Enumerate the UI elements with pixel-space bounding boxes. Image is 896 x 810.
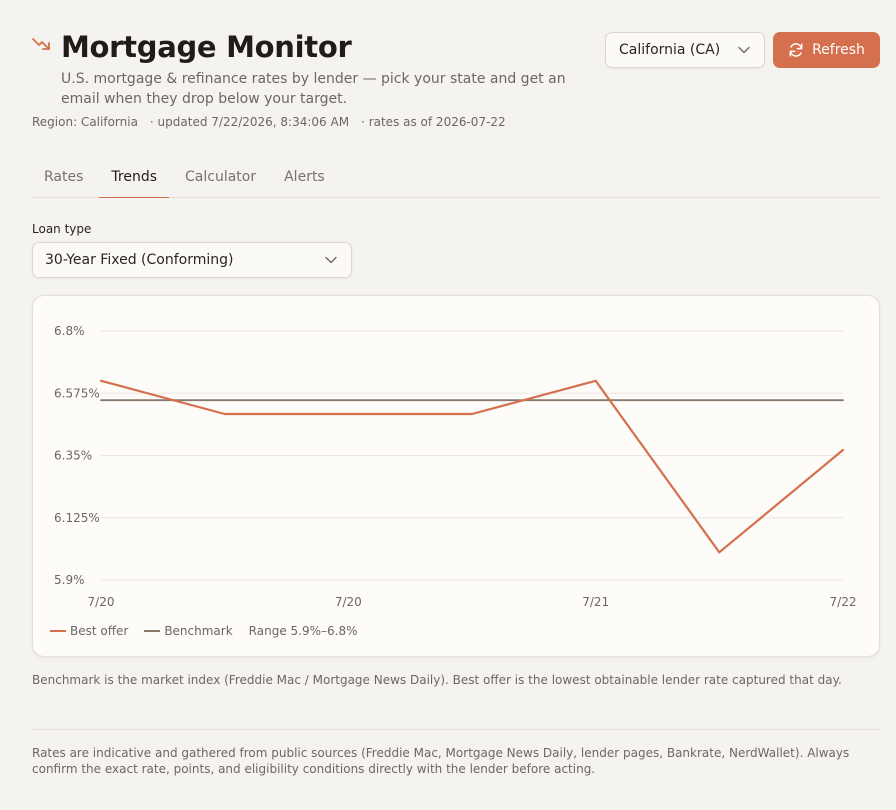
state-select[interactable]: California (CA) [605, 32, 765, 68]
chevron-down-icon [325, 256, 337, 264]
refresh-button-label: Refresh [812, 42, 865, 58]
brand: Mortgage Monitor [32, 30, 592, 64]
y-tick-label: 6.575% [54, 386, 100, 400]
legend-item-best-offer: Best offer [50, 624, 128, 638]
page-subtitle: U.S. mortgage & refinance rates by lende… [61, 71, 566, 107]
chart-legend: Best offer Benchmark Range 5.9%–6.8% [50, 624, 358, 638]
app-header: Mortgage Monitor U.S. mortgage & refinan… [32, 30, 592, 129]
legend-label-benchmark: Benchmark [164, 624, 233, 638]
loan-type-label: Loan type [32, 222, 92, 236]
tab-calculator[interactable]: Calculator [185, 169, 257, 185]
region-text: Region: California [32, 115, 138, 129]
state-select-value: California (CA) [619, 42, 721, 58]
legend-swatch-best-offer [50, 630, 66, 632]
x-tick-label: 7/22 [830, 595, 857, 609]
trend-chart-card: 6.8% 6.575% 6.35% 6.125% 5.9% 7/20 7/20 7/21 7/2… [32, 295, 880, 657]
updated-text: · updated 7/22/2026, 8:34:06 AM [149, 115, 350, 129]
legend-swatch-benchmark [144, 630, 161, 632]
disclaimer: Rates are indicative and gathered from p… [32, 746, 850, 776]
range-label: Range 5.9%–6.8% [248, 624, 358, 638]
y-tick-label: 6.8% [54, 324, 85, 338]
trending-down-icon [32, 38, 50, 50]
legend-item-benchmark: Benchmark [144, 624, 233, 638]
loan-type-select[interactable]: 30-Year Fixed (Conforming) [32, 242, 352, 278]
x-tick-label: 7/21 [582, 595, 609, 609]
divider [32, 729, 880, 730]
chevron-down-icon [738, 46, 750, 54]
series-line-best-offer [99, 379, 845, 554]
y-tick-label: 6.35% [54, 449, 92, 463]
trend-chart: 6.8%6.575%6.35%6.125%5.9%7/20 7/20 7/21 7/2… [54, 324, 857, 609]
y-tick-label: 5.9% [54, 573, 85, 587]
page-title: Mortgage Monitor [61, 30, 352, 64]
refresh-button[interactable]: Refresh [773, 32, 880, 68]
legend-label-best-offer: Best offer [70, 624, 129, 638]
chart-note: Benchmark is the market index (Freddie M… [32, 673, 842, 687]
x-tick-label: 7/20 [335, 595, 362, 609]
rates-as-of-text: · rates as of 2026-07-22 [361, 115, 506, 129]
tab-bar: Rates Trends Calculator Alerts [32, 160, 880, 198]
tab-rates[interactable]: Rates [44, 169, 84, 185]
y-tick-label: 6.125% [54, 511, 100, 525]
meta-row: Region: California · updated 7/22/2026, … [32, 115, 592, 129]
loan-type-value: 30-Year Fixed (Conforming) [45, 252, 234, 268]
tab-alerts[interactable]: Alerts [284, 169, 325, 185]
tab-trends[interactable]: Trends [99, 160, 170, 198]
x-tick-label: 7/20 [88, 595, 115, 609]
refresh-icon [789, 43, 803, 57]
